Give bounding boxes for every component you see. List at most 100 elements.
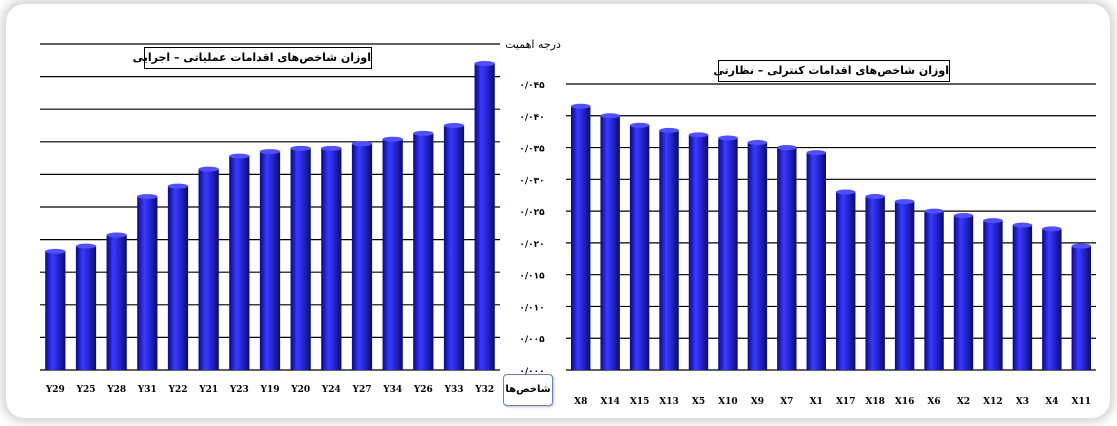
right-chart-gridlines: [566, 83, 1096, 371]
x-tick-label: X9: [751, 397, 764, 407]
x-tick-label: X8: [574, 397, 587, 407]
y-tick-label: ۰/۰۴۰: [519, 113, 544, 123]
x-tick-label: Y25: [76, 385, 96, 395]
left-chart-title: اوزان شاخص‌های اقدامات عملیاتی – اجرایی: [133, 47, 372, 69]
bar-cap: [45, 248, 66, 254]
x-tick-label: Y23: [229, 385, 249, 395]
bar-cap: [443, 123, 465, 128]
bar-cap: [747, 139, 768, 145]
bar-cap: [953, 213, 974, 219]
bar-cap: [659, 127, 679, 133]
bar-x16: [894, 201, 915, 370]
left-chart-bars: [45, 61, 495, 371]
bar-x10: [718, 138, 738, 370]
y-tick-label: ۰/۰۰۰: [519, 367, 544, 377]
bar-cap: [865, 193, 885, 199]
bar-y24: [321, 148, 342, 370]
right-chart-title: اوزان شاخص‌های اقدامات کنترلی – نظارتی: [713, 60, 950, 82]
y-tick-label: ۰/۰۱۰: [519, 303, 544, 313]
bar-y31: [137, 196, 158, 370]
x-tick-label: X4: [1045, 397, 1058, 407]
bar-cap: [983, 218, 1003, 224]
bar-x4: [1042, 228, 1062, 370]
x-tick-label: X10: [718, 397, 738, 407]
bar-y19: [259, 151, 281, 370]
bar-cap: [351, 141, 373, 147]
right-chart-bars: [571, 103, 1091, 371]
x-tick-label: Y29: [45, 385, 65, 395]
x-tick-label: X3: [1016, 397, 1029, 407]
bar-cap: [474, 61, 495, 67]
bar-y21: [198, 169, 219, 370]
bar-cap: [290, 145, 311, 151]
bar-cap: [688, 132, 709, 138]
bar-x14: [600, 115, 620, 371]
bar-cap: [924, 208, 944, 214]
bar-y27: [351, 143, 373, 370]
x-tick-label: X16: [895, 397, 915, 407]
bar-cap: [229, 153, 250, 159]
x-tick-label: Y19: [260, 385, 280, 395]
bar-cap: [571, 103, 591, 109]
bar-y34: [382, 139, 403, 370]
bar-y20: [290, 148, 311, 370]
x-tick-label: X17: [836, 397, 856, 407]
x-tick-label: X6: [927, 397, 940, 407]
bar-cap: [777, 145, 797, 151]
bar-cap: [836, 189, 856, 195]
x-tick-label: X7: [780, 397, 793, 407]
x-axis-label: شاخص‌ها: [503, 374, 553, 406]
bar-y32: [474, 63, 495, 371]
x-tick-label: Y22: [168, 385, 188, 395]
x-tick-label: X15: [630, 397, 650, 407]
y-axis-label: درجه اهمیت: [505, 38, 561, 51]
x-tick-label: X13: [659, 397, 679, 407]
x-tick-label: X18: [865, 397, 885, 407]
x-tick-label: Y26: [413, 385, 433, 395]
bar-y29: [45, 251, 66, 370]
y-tick-label: ۰/۰۲۰: [519, 240, 544, 250]
bar-cap: [75, 243, 97, 249]
bar-x17: [836, 192, 856, 370]
y-tick-label: ۰/۰۴۵: [519, 81, 545, 91]
x-tick-label: X1: [810, 397, 823, 407]
y-tick-label: ۰/۰۳۰: [519, 176, 544, 186]
x-tick-label: Y27: [352, 385, 372, 395]
x-tick-label: Y33: [444, 385, 464, 395]
x-tick-label: X12: [983, 397, 1003, 407]
bar-x2: [953, 215, 974, 370]
bar-x9: [747, 142, 768, 370]
y-axis-ticks: ۰/۰۰۰ ۰/۰۰۵ ۰/۰۱۰ ۰/۰۱۵ ۰/۰۲۰ ۰/۰۲۵ ۰/۰۳۰ ۰/۰۳۵…: [519, 81, 545, 377]
x-tick-label: Y28: [106, 385, 126, 395]
bar-x11: [1071, 246, 1091, 370]
x-tick-label: Y21: [198, 385, 218, 395]
x-tick-label: Y20: [290, 385, 310, 395]
x-tick-label: X14: [600, 397, 620, 407]
bar-x3: [1012, 225, 1033, 370]
right-chart-x-ticks: X8 X14 X15 X13 X5 X10 X9 X7 X1 X17 X18 X16 X6 X2 X12 X3…: [574, 397, 1091, 407]
bar-x18: [865, 196, 885, 370]
y-tick-label: ۰/۰۲۵: [519, 208, 545, 218]
bar-cap: [198, 166, 219, 172]
x-tick-label: Y32: [474, 385, 494, 395]
bar-y33: [443, 125, 465, 370]
bar-cap: [600, 113, 620, 119]
bar-cap: [167, 183, 189, 189]
bar-cap: [806, 150, 826, 156]
bar-x1: [806, 152, 826, 370]
bar-x5: [688, 134, 709, 370]
bar-cap: [894, 199, 915, 205]
x-tick-label: Y31: [137, 385, 157, 395]
bar-x13: [659, 130, 679, 370]
bar-y26: [413, 133, 434, 370]
bar-cap: [718, 135, 738, 141]
bar-cap: [1012, 222, 1033, 228]
bar-x12: [983, 220, 1003, 370]
bar-y22: [167, 186, 189, 370]
bar-cap: [1042, 226, 1062, 232]
y-tick-label: ۰/۰۰۵: [519, 335, 545, 345]
bar-cap: [413, 130, 434, 136]
bar-y28: [106, 235, 127, 370]
x-tick-label: Y24: [321, 385, 341, 395]
